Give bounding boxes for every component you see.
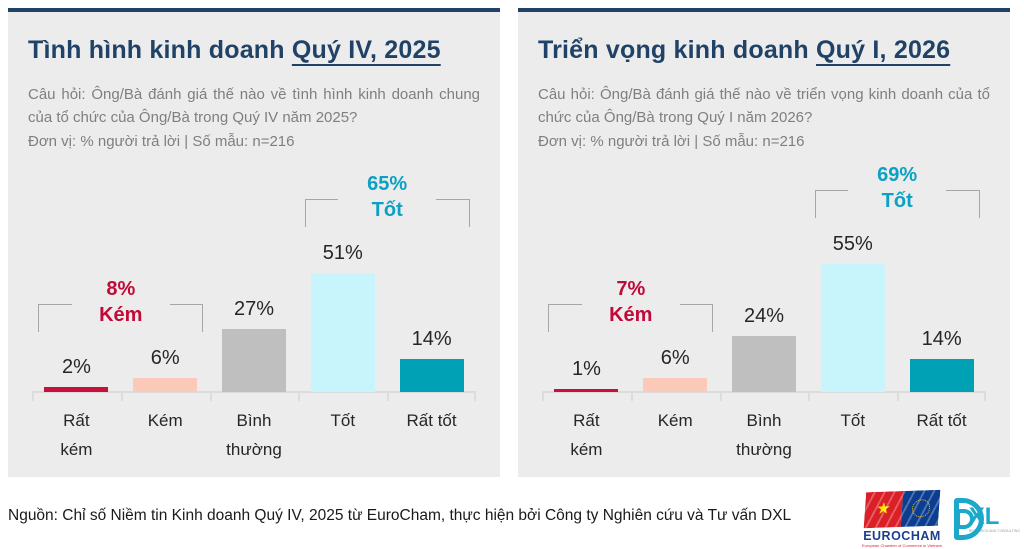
category-axis: Rất kém Kém Bình thường Tốt Rất tốt (542, 406, 986, 464)
bracket-line (549, 303, 582, 306)
group-bracket (38, 303, 204, 332)
bar-value-label: 6% (150, 346, 180, 369)
axis-tick (897, 391, 900, 401)
axis-tick (630, 391, 633, 401)
bar-Tốt (820, 263, 885, 392)
category-label: Bình thường (226, 410, 282, 459)
axis-tick (120, 391, 123, 401)
dxl-logo: XL RESEARCH AND CONSULTING (954, 498, 1020, 540)
axis-tick (984, 391, 986, 401)
title-text: Triển vọng kinh doanh (538, 36, 817, 64)
axis-tick (719, 391, 722, 401)
axis-tick (808, 391, 811, 401)
bar-value-label: 14% (921, 327, 962, 350)
bracket-line (305, 198, 339, 201)
question-text: Câu hỏi: Ông/Bà đánh giá thế nào về tình… (28, 86, 480, 127)
eurocham-flag-icon: ★ (863, 489, 941, 528)
page-title: Triển vọng kinh doanh Quý I, 2026 (538, 36, 990, 65)
panel-next-quarter: Triển vọng kinh doanh Quý I, 2026 Câu hỏ… (518, 8, 1010, 477)
eurocham-caption: European Chamber of Commerce in Vietnam (862, 542, 942, 548)
bar-value-label: 51% (322, 241, 363, 264)
category-axis: Rất kém Kém Bình thường Tốt Rất tốt (32, 406, 476, 464)
bar-value-label: 6% (660, 346, 690, 369)
axis-tick (209, 391, 212, 401)
title-period: Quý I, 2026 (816, 36, 951, 64)
page-title: Tình hình kinh doanh Quý IV, 2025 (28, 36, 480, 65)
bar-chart: 1% 6% 24% 55% 14% 7% Kém 69% Tốt (542, 159, 986, 401)
source-note: Nguồn: Chỉ số Niềm tin Kinh doanh Quý IV… (8, 507, 792, 524)
bar-value-label: 2% (61, 355, 91, 378)
category-label: Kém (657, 410, 693, 430)
category-label: Tốt (840, 410, 866, 430)
category-label: Tốt (330, 410, 356, 430)
bar-Bình-thường (222, 328, 286, 392)
group-annotation: 69% Tốt (877, 163, 918, 212)
group-annotation: 8% Kém (99, 277, 143, 326)
x-axis-baseline (32, 390, 476, 393)
bracket-line (946, 189, 979, 192)
bracket-line (679, 303, 713, 306)
bar-Rất-kém (44, 386, 109, 392)
eurocham-logo: ★ EUROCHAM European Chamber of Commerce … (860, 489, 944, 548)
bracket-line (169, 303, 203, 306)
bar-value-label: 27% (233, 297, 275, 320)
unit-sample-text: Đơn vị: % người trả lời | Số mẫu: n=216 (538, 132, 805, 150)
bracket-line (39, 303, 72, 306)
category-label: Kém (147, 410, 183, 430)
eurocham-wordmark: EUROCHAM (863, 528, 941, 543)
bar-chart: 2% 6% 27% 51% 14% 8% Kém 65% Tốt (32, 159, 476, 401)
x-axis-baseline (542, 390, 986, 393)
axis-tick (387, 391, 390, 401)
bar-Kém (643, 377, 708, 392)
group-annotation: 65% Tốt (367, 172, 408, 221)
category-label: Rất kém (60, 410, 93, 459)
bar-Rất-tốt (399, 358, 464, 392)
footer-logos: ★ EUROCHAM European Chamber of Commerce … (860, 489, 1020, 548)
bar-value-label: 1% (571, 357, 601, 380)
bar-value-label: 24% (743, 304, 785, 327)
bar-value-label: 55% (832, 232, 873, 255)
group-annotation: 7% Kém (609, 277, 653, 326)
category-label: Rất tốt (916, 410, 967, 430)
panel-current-quarter: Tình hình kinh doanh Quý IV, 2025 Câu hỏ… (8, 8, 500, 477)
bar-Tốt (310, 272, 375, 392)
bar-Rất-kém (554, 388, 619, 392)
bar-value-label: 14% (411, 327, 452, 350)
group-bracket (814, 189, 980, 218)
title-text: Tình hình kinh doanh (28, 36, 292, 64)
bracket-line (436, 198, 469, 201)
axis-tick (32, 391, 34, 401)
category-label: Rất tốt (406, 410, 457, 430)
axis-tick (298, 391, 301, 401)
question-text: Câu hỏi: Ông/Bà đánh giá thế nào về triể… (538, 86, 990, 127)
brush-streaks (863, 489, 941, 528)
bracket-line (815, 189, 849, 192)
category-label: Bình thường (736, 410, 792, 459)
group-bracket (548, 303, 714, 332)
axis-tick (542, 391, 544, 401)
bar-Bình-thường (732, 335, 796, 392)
bar-Kém (133, 377, 198, 392)
group-bracket (304, 198, 470, 227)
unit-sample-text: Đơn vị: % người trả lời | Số mẫu: n=216 (28, 132, 295, 150)
dxl-d-icon (954, 498, 984, 540)
title-period: Quý IV, 2025 (291, 36, 441, 64)
axis-tick (474, 391, 476, 401)
dxl-caption: RESEARCH AND CONSULTING (968, 529, 1020, 533)
bar-Rất-tốt (909, 358, 974, 392)
category-label: Rất kém (570, 410, 603, 459)
